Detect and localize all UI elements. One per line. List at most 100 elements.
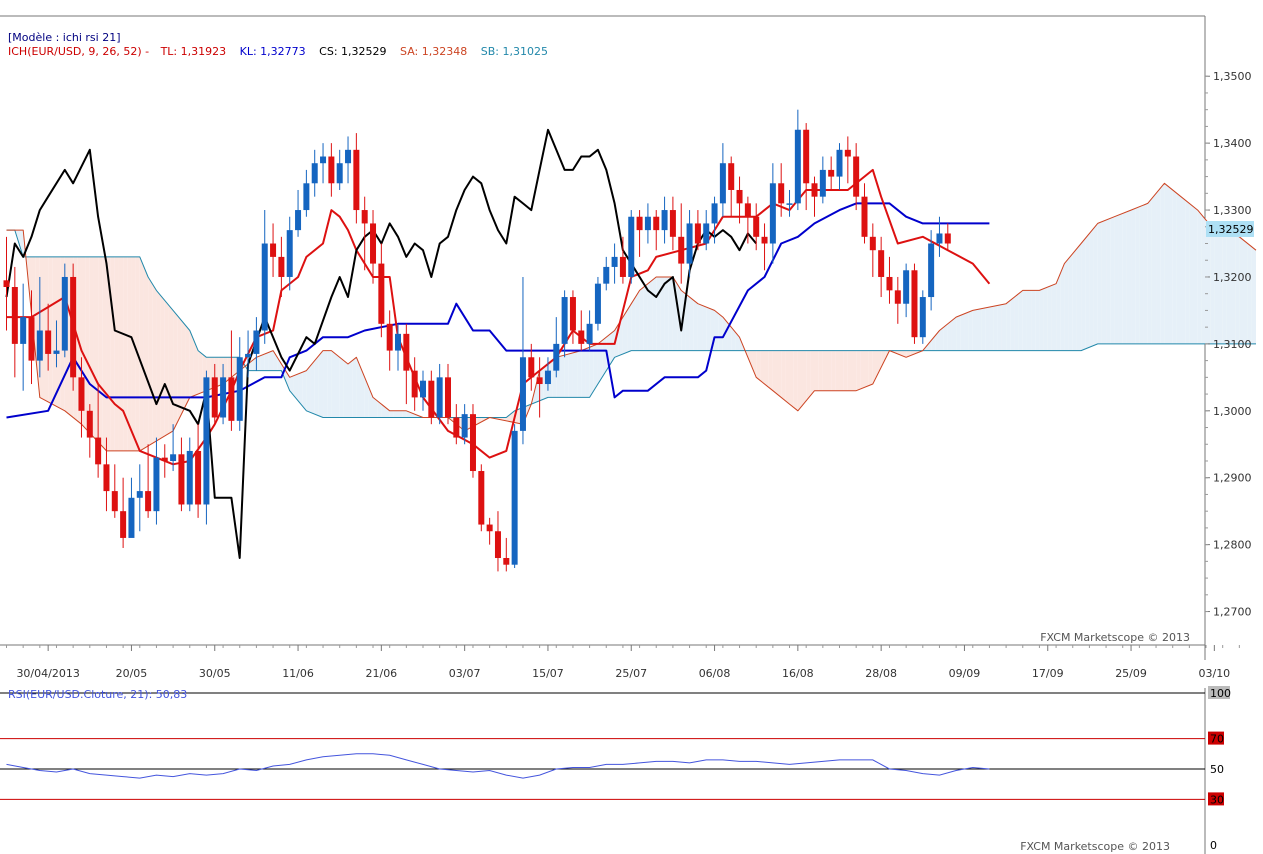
kumo-segment	[173, 310, 178, 431]
candle-body	[111, 491, 118, 512]
kumo-segment	[85, 256, 90, 434]
kumo-segment	[831, 350, 836, 391]
kumo-segment	[327, 350, 332, 418]
kumo-segment	[872, 350, 877, 385]
rsi-level-label: 70	[1210, 733, 1224, 746]
kumo-segment	[1139, 205, 1144, 344]
kumo-segment	[981, 307, 986, 351]
candle-body	[153, 457, 160, 512]
candle-body	[494, 531, 501, 559]
kumo-segment	[939, 327, 944, 351]
date-axis[interactable]: 30/04/2013 20/05 30/05 11/06 21/06 03/07 15/07…	[6, 645, 1240, 680]
kumo-segment	[989, 306, 994, 351]
rsi-level-tag	[1208, 686, 1230, 699]
kumo-segment	[339, 357, 344, 418]
kumo-segment	[148, 276, 153, 446]
kumo-segment	[785, 350, 790, 405]
kumo-segment	[298, 372, 303, 406]
kumo-segment	[1122, 211, 1127, 344]
kumo-segment	[1126, 210, 1132, 344]
kumo-segment	[31, 256, 36, 356]
kumo-segment	[1226, 233, 1232, 344]
kumo-segment	[189, 330, 194, 398]
kumo-segment	[160, 295, 165, 439]
candle-body	[20, 317, 27, 344]
kumo-segment	[18, 230, 24, 257]
kumo-segment	[985, 307, 990, 351]
date-tick-label: 16/08	[782, 667, 814, 680]
kumo-segment	[102, 256, 107, 451]
kumo-segment	[1056, 273, 1061, 351]
kumo-segment	[106, 256, 111, 451]
candle-body	[736, 189, 743, 204]
candle-body	[719, 163, 726, 204]
kumo-segment	[506, 414, 511, 422]
kumo-segment	[789, 350, 794, 408]
kumo-segment	[652, 276, 657, 351]
candle-body	[694, 223, 701, 244]
kumo-segment	[302, 370, 307, 411]
rsi-level-label: 100	[1210, 687, 1231, 700]
kumo-segment	[127, 256, 132, 451]
watermark-top: FXCM Marketscope © 2013	[1040, 631, 1190, 644]
watermark-bottom: FXCM Marketscope © 2013	[1020, 840, 1170, 853]
candle-body	[819, 169, 826, 197]
kumo-segment	[864, 350, 869, 388]
candle-body	[11, 287, 18, 344]
kumo-segment	[731, 327, 736, 351]
kumo-segment	[1114, 215, 1119, 344]
price-tick-label: 1,3200	[1213, 271, 1252, 284]
kumo-segment	[1072, 248, 1077, 351]
candle-body	[869, 236, 876, 251]
kumo-segment	[1151, 193, 1157, 344]
kumo-segment	[143, 266, 149, 449]
candle-body	[786, 203, 793, 205]
candle-body	[186, 450, 193, 505]
candle-body	[936, 233, 943, 244]
candle-body	[561, 297, 568, 344]
candle-body	[61, 276, 68, 351]
kumo-segment	[168, 305, 174, 434]
kumo-segment	[1135, 206, 1140, 344]
kumo-segment	[1022, 290, 1027, 351]
kumo-segment	[314, 355, 319, 416]
date-tick-label: 30/04/2013	[16, 667, 79, 680]
kumo-segment	[926, 340, 932, 351]
kumo-segment	[1214, 230, 1219, 344]
kumo-segment	[797, 350, 803, 411]
kumo-segment	[1006, 300, 1011, 351]
kumo-segment	[389, 410, 394, 418]
date-tick-label: 09/09	[949, 667, 981, 680]
kumo-segment	[1097, 221, 1102, 344]
indicator-legend: ICH(EUR/USD, 9, 26, 52) - TL: 1,31923 KL…	[8, 45, 548, 58]
candle-body	[836, 149, 843, 177]
kumo-segment	[56, 256, 61, 409]
kumo-segment	[193, 340, 199, 396]
price-axis[interactable]: 1,3500 1,3400 1,3300 1,3200 1,3100 1,3000 1,29…	[1205, 70, 1252, 619]
candle-body	[911, 270, 918, 338]
kumo-segment	[643, 283, 648, 351]
kumo-segment	[622, 310, 628, 354]
price-tag	[1206, 221, 1254, 237]
candle-body	[919, 297, 926, 338]
kumo-segment	[935, 330, 940, 351]
date-tick-label: 17/09	[1032, 667, 1064, 680]
kumo-cloud	[14, 183, 1256, 451]
kumo-segment	[152, 283, 157, 444]
kumo-segment	[1185, 200, 1190, 344]
candle-body	[436, 377, 443, 418]
candle-body	[120, 511, 127, 538]
kumo-segment	[277, 357, 282, 371]
kumo-segment	[976, 308, 982, 351]
candle-body	[569, 297, 576, 331]
kumo-segment	[402, 410, 407, 418]
date-tick-label: 06/08	[699, 667, 731, 680]
kumo-segment	[98, 256, 103, 447]
kumo-segment	[1026, 290, 1032, 351]
kumo-segment	[697, 303, 703, 351]
kumo-segment	[947, 320, 952, 351]
rsi-line	[6, 753, 990, 779]
kumo-segment	[706, 307, 711, 351]
candle-body	[811, 183, 818, 197]
